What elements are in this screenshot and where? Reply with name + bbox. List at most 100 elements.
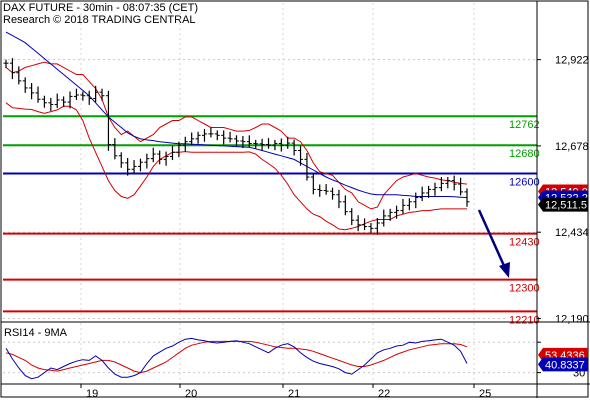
price-bar — [3, 59, 9, 69]
price-bar — [438, 177, 444, 192]
price-bar — [234, 135, 239, 146]
price-bar — [157, 150, 163, 165]
rsi-ma-line — [5, 340, 468, 374]
price-bar — [278, 138, 284, 152]
price-bar — [208, 127, 214, 138]
price-bar — [458, 177, 464, 196]
price-bar — [73, 88, 79, 100]
price-bar — [246, 135, 252, 147]
price-bar — [150, 147, 156, 163]
price-bar — [387, 208, 393, 221]
price-bar — [182, 136, 188, 152]
price-bar — [362, 218, 368, 231]
x-tick-label: 25 — [479, 388, 491, 400]
level-label-12430: 12430 — [509, 237, 540, 249]
price-bar — [99, 88, 105, 101]
rsi-tag-1: 40.8337 — [538, 357, 588, 372]
price-bar — [137, 158, 143, 172]
price-bar — [304, 152, 310, 181]
x-tick-label: 20 — [185, 388, 197, 400]
price-tag-2: 12,511.5 — [538, 197, 588, 212]
price-bar — [163, 151, 169, 166]
price-bar — [317, 184, 323, 197]
price-bar — [323, 184, 329, 195]
price-bar — [259, 138, 265, 151]
level-label-12210: 12210 — [509, 314, 540, 326]
price-bar — [298, 145, 304, 166]
level-label-bg — [506, 147, 536, 160]
price-bar — [144, 153, 150, 169]
level-label-bg — [506, 281, 536, 294]
level-label-12680: 12680 — [509, 148, 540, 160]
forecast-arrow-head — [499, 262, 510, 278]
price-bar — [9, 58, 15, 80]
price-bar — [35, 86, 41, 103]
price-bar — [195, 131, 201, 144]
price-bar — [112, 138, 118, 160]
x-tick-label: 21 — [288, 388, 300, 400]
price-tag-2-bg — [538, 197, 588, 212]
price-bar — [336, 189, 342, 209]
price-bar — [80, 91, 86, 101]
level-label-bg — [506, 235, 536, 248]
price-bar — [48, 97, 54, 111]
price-bar — [310, 173, 316, 195]
price-bar — [432, 182, 438, 196]
price-bar — [419, 186, 425, 202]
level-label-bg — [506, 175, 536, 188]
rsi-tag-1-bg — [538, 357, 588, 372]
forecast-arrow — [477, 209, 510, 278]
price-tag-2-label: 12,511.5 — [545, 200, 587, 212]
price-bar — [54, 93, 60, 109]
price-bar — [426, 185, 432, 198]
price-bar — [61, 96, 67, 108]
price-bar — [374, 218, 380, 235]
price-bar — [272, 139, 278, 151]
price-bar — [29, 82, 35, 100]
price-bar — [253, 139, 259, 149]
price-bar — [118, 152, 124, 168]
price-bar — [349, 208, 355, 226]
price-bar — [400, 198, 406, 215]
price-bar — [201, 128, 207, 142]
price-bar — [381, 209, 387, 227]
rsi-line — [5, 337, 468, 380]
price-bar — [214, 130, 220, 141]
price-bar — [67, 91, 73, 109]
price-bar — [330, 187, 336, 200]
rsi-title: RSI14 - 9MA — [4, 327, 68, 339]
price-bar — [105, 90, 111, 151]
y-tick-label: 12,190 — [555, 313, 589, 325]
chart-title: DAX FUTURE - 30min - 08:07:35 (CET) — [3, 2, 198, 14]
rsi-tag-1-label: 40.8337 — [545, 359, 585, 371]
price-bar — [394, 205, 400, 219]
price-bar — [291, 139, 297, 156]
moving-average-line — [5, 31, 468, 198]
y-tick-label: 12,434 — [555, 227, 589, 239]
price-bar — [131, 160, 137, 173]
x-tick-label: 22 — [378, 388, 390, 400]
price-bar — [22, 77, 28, 93]
price-bar — [41, 95, 47, 108]
price-bar — [227, 131, 233, 143]
price-bar — [406, 198, 412, 211]
chart-copyright: Research © 2018 TRADING CENTRAL — [3, 14, 196, 26]
price-bar — [451, 175, 457, 191]
price-bar — [189, 132, 195, 146]
y-tick-label: 12,678 — [555, 141, 589, 153]
price-bar — [445, 177, 451, 189]
price-bar — [355, 215, 361, 232]
price-bar — [125, 157, 131, 176]
price-bar — [464, 188, 470, 207]
level-label-12762: 12762 — [509, 119, 540, 131]
price-bar — [86, 90, 92, 105]
price-bar — [221, 130, 227, 145]
price-bar — [266, 138, 272, 149]
price-bar — [342, 195, 348, 216]
y-tick-label: 12,922 — [555, 55, 589, 67]
price-bar — [413, 192, 419, 209]
level-label-12600: 12600 — [509, 177, 540, 189]
level-label-12300: 12300 — [509, 283, 540, 295]
